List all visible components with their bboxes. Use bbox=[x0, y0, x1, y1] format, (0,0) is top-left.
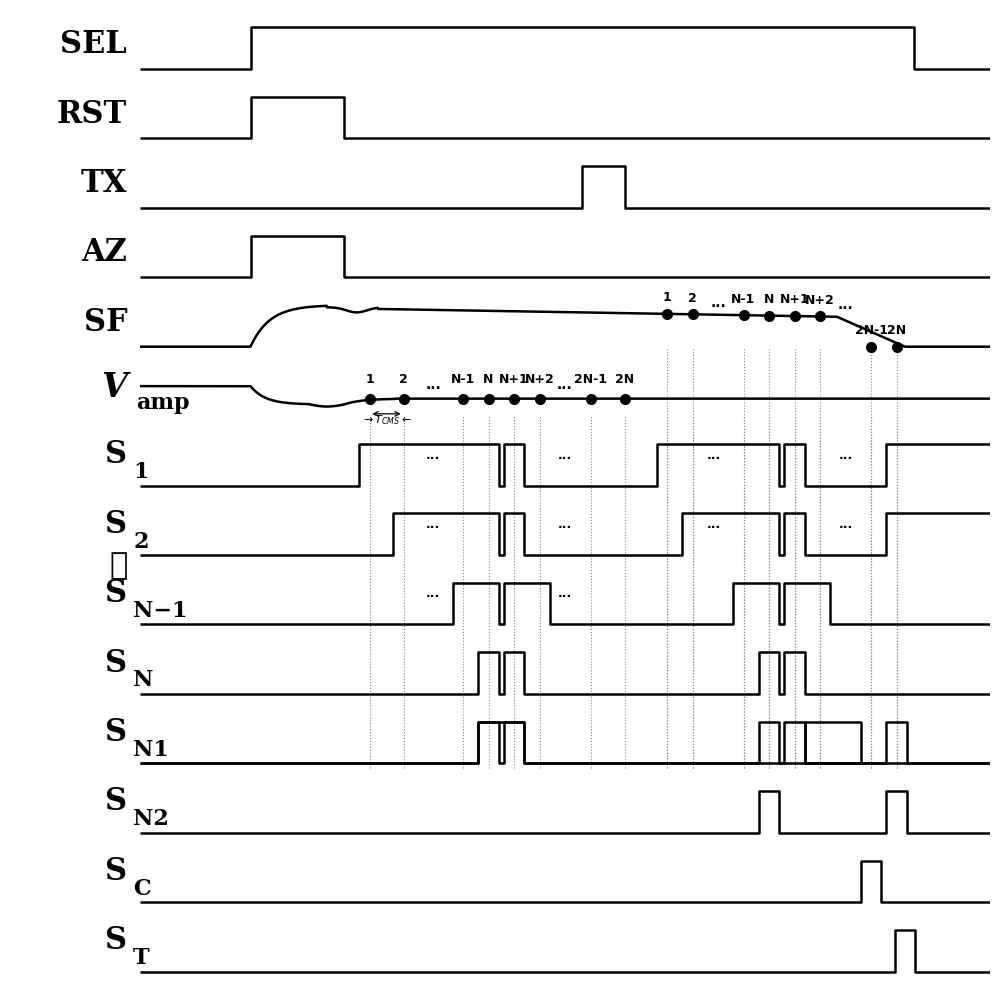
Text: S: S bbox=[105, 926, 127, 956]
Text: ...: ... bbox=[558, 587, 572, 600]
Text: N-1: N-1 bbox=[451, 374, 475, 387]
Text: ...: ... bbox=[710, 296, 726, 310]
Text: S: S bbox=[105, 648, 127, 679]
Text: ...: ... bbox=[838, 518, 853, 531]
Text: ...: ... bbox=[838, 448, 853, 461]
Text: AZ: AZ bbox=[81, 237, 127, 269]
Text: N2: N2 bbox=[133, 808, 169, 830]
Text: 1: 1 bbox=[365, 374, 374, 387]
Text: ...: ... bbox=[838, 298, 853, 312]
Text: 2: 2 bbox=[399, 374, 408, 387]
Text: SF: SF bbox=[84, 307, 127, 338]
Text: 2N: 2N bbox=[615, 374, 634, 387]
Text: amp: amp bbox=[136, 392, 189, 414]
Text: S: S bbox=[105, 578, 127, 609]
Text: S: S bbox=[105, 787, 127, 817]
Text: $\rightarrow T_{CMS}\leftarrow$: $\rightarrow T_{CMS}\leftarrow$ bbox=[361, 414, 412, 428]
Text: N−1: N−1 bbox=[133, 600, 188, 622]
Text: ...: ... bbox=[557, 378, 573, 392]
Text: C: C bbox=[133, 878, 151, 900]
Text: ...: ... bbox=[425, 378, 441, 392]
Text: S: S bbox=[105, 509, 127, 540]
Text: TX: TX bbox=[81, 168, 127, 199]
Text: S: S bbox=[105, 439, 127, 470]
Text: V: V bbox=[101, 371, 127, 404]
Text: ...: ... bbox=[426, 587, 440, 600]
Text: ...: ... bbox=[707, 518, 721, 531]
Text: N+2: N+2 bbox=[525, 374, 554, 387]
Text: N+1: N+1 bbox=[780, 294, 809, 307]
Text: RST: RST bbox=[57, 98, 127, 130]
Text: 2N-1: 2N-1 bbox=[854, 324, 888, 337]
Text: N+1: N+1 bbox=[499, 374, 529, 387]
Text: 2: 2 bbox=[133, 531, 149, 553]
Text: ...: ... bbox=[426, 518, 440, 531]
Text: N-1: N-1 bbox=[731, 293, 756, 306]
Text: SEL: SEL bbox=[60, 29, 127, 61]
Text: 2N: 2N bbox=[887, 324, 906, 337]
Text: 1: 1 bbox=[663, 292, 671, 305]
Text: S: S bbox=[105, 856, 127, 887]
Text: N+2: N+2 bbox=[805, 294, 835, 307]
Text: ...: ... bbox=[426, 448, 440, 461]
Text: ...: ... bbox=[558, 518, 572, 531]
Text: S: S bbox=[105, 717, 127, 748]
Text: 2: 2 bbox=[688, 292, 697, 305]
Text: T: T bbox=[133, 947, 150, 969]
Text: N: N bbox=[764, 293, 774, 307]
Text: N1: N1 bbox=[133, 739, 169, 761]
Text: 2N-1: 2N-1 bbox=[574, 374, 607, 387]
Text: ...: ... bbox=[707, 448, 721, 461]
Text: ⋮: ⋮ bbox=[109, 550, 127, 581]
Text: N: N bbox=[133, 670, 154, 691]
Text: N: N bbox=[483, 374, 494, 387]
Text: ...: ... bbox=[558, 448, 572, 461]
Text: 1: 1 bbox=[133, 461, 149, 483]
